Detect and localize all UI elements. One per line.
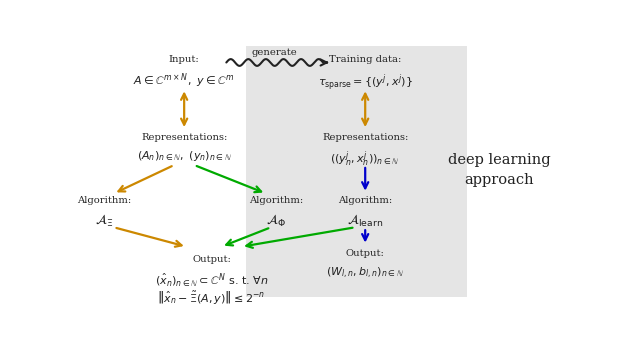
Text: $\tau_{\mathrm{sparse}} = \{(y^j, x^j)\}$: $\tau_{\mathrm{sparse}} = \{(y^j, x^j)\}… (318, 71, 413, 93)
Text: Algorithm:: Algorithm: (338, 196, 392, 205)
Text: $\left\|\hat{x}_n - \tilde{\Xi}(A,y)\right\| \leq 2^{-n}$: $\left\|\hat{x}_n - \tilde{\Xi}(A,y)\rig… (157, 289, 266, 307)
Text: generate: generate (252, 48, 298, 57)
Text: Representations:: Representations: (322, 133, 408, 142)
Text: $A \in \mathbb{C}^{m\times N},\ y \in \mathbb{C}^m$: $A \in \mathbb{C}^{m\times N},\ y \in \m… (133, 71, 235, 90)
Text: Algorithm:: Algorithm: (249, 196, 303, 205)
Text: $\mathcal{A}_{\Xi}$: $\mathcal{A}_{\Xi}$ (95, 213, 113, 229)
Text: Output:: Output: (192, 254, 231, 264)
Text: $((y^j_n, x^j_n))_{n\in\mathbb{N}}$: $((y^j_n, x^j_n))_{n\in\mathbb{N}}$ (330, 149, 400, 169)
Text: $(W_{l,n}, b_{l,n})_{n\in\mathbb{N}}$: $(W_{l,n}, b_{l,n})_{n\in\mathbb{N}}$ (326, 266, 404, 281)
Text: Output:: Output: (346, 249, 385, 258)
Text: $(\hat{x}_n)_{n\in\mathbb{N}} \subset \mathbb{C}^N$ s. t. $\forall n$: $(\hat{x}_n)_{n\in\mathbb{N}} \subset \m… (155, 271, 268, 289)
Text: Representations:: Representations: (141, 133, 227, 142)
Text: Input:: Input: (169, 55, 200, 64)
Text: $\mathcal{A}_{\Phi}$: $\mathcal{A}_{\Phi}$ (266, 213, 286, 229)
Text: Algorithm:: Algorithm: (77, 196, 131, 205)
FancyBboxPatch shape (246, 45, 467, 297)
Text: $\mathcal{A}_{\mathrm{learn}}$: $\mathcal{A}_{\mathrm{learn}}$ (347, 213, 383, 229)
Text: deep learning
approach: deep learning approach (448, 153, 550, 187)
Text: $(A_n)_{n\in\mathbb{N}},\ (y_n)_{n\in\mathbb{N}}$: $(A_n)_{n\in\mathbb{N}},\ (y_n)_{n\in\ma… (137, 149, 232, 163)
Text: Training data:: Training data: (329, 55, 401, 64)
